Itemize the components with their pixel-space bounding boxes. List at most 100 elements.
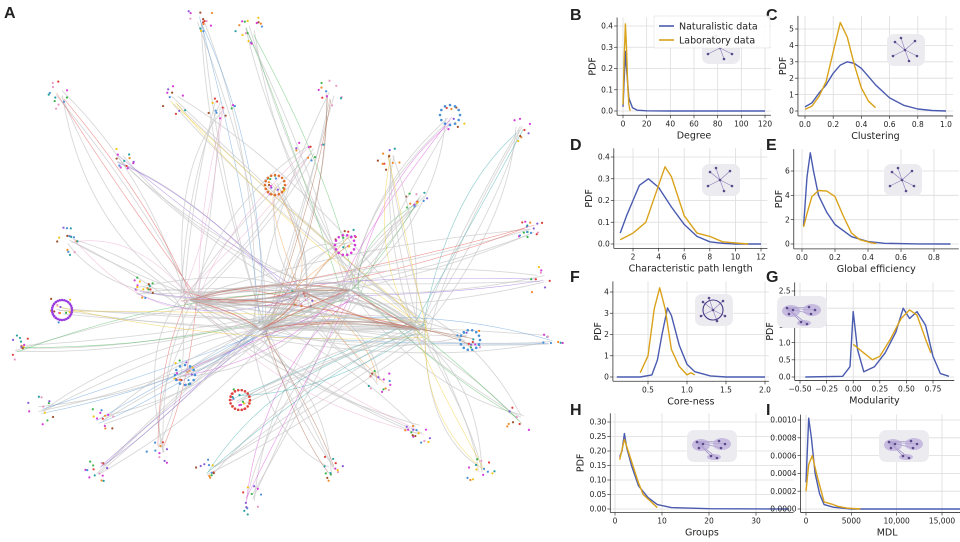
network-node: [311, 300, 313, 302]
network-node: [207, 459, 209, 461]
y-tick-label: 4: [604, 288, 609, 297]
network-node: [128, 153, 130, 155]
network-node: [264, 180, 267, 183]
network-node: [234, 30, 236, 32]
network-node: [62, 227, 64, 229]
network-node: [104, 425, 106, 427]
y-tick-label: 0.2: [601, 64, 613, 73]
network-node: [231, 405, 234, 408]
network-node: [73, 236, 75, 238]
network-node: [19, 337, 21, 339]
panel-label-g: G: [766, 269, 778, 286]
network-node: [225, 115, 227, 117]
network-node: [482, 474, 484, 476]
network-node: [66, 227, 68, 229]
network-node: [440, 119, 443, 122]
y-tick-label: 0: [785, 240, 790, 249]
network-node: [269, 178, 271, 180]
network-node: [341, 253, 344, 256]
network-node: [300, 303, 302, 305]
x-tick-label: 0.5: [642, 385, 654, 394]
modules-icon: [879, 430, 929, 462]
panel-label-e: E: [766, 137, 777, 154]
network-node: [67, 251, 69, 253]
network-node: [189, 12, 191, 14]
x-axis-label: Characteristic path length: [629, 263, 753, 274]
network-node: [154, 441, 156, 443]
network-node: [66, 235, 68, 237]
network-edge: [57, 93, 197, 297]
x-tick-label: 20: [642, 119, 652, 128]
network-node: [234, 390, 237, 393]
y-tick-label: 5: [789, 25, 794, 34]
network-node: [100, 409, 102, 411]
network-node: [142, 288, 144, 290]
network-node: [337, 236, 340, 239]
network-node: [184, 384, 187, 387]
network-node: [174, 374, 177, 377]
y-tick-label: 0.25: [590, 432, 607, 441]
network-node: [466, 477, 468, 479]
network-node: [328, 80, 330, 82]
network-node: [14, 358, 16, 360]
panel-label-d: D: [570, 137, 582, 154]
network-node: [194, 374, 197, 377]
x-tick-label: 0.2: [827, 120, 839, 129]
network-node: [469, 479, 471, 481]
network-node: [325, 90, 327, 92]
network-node: [231, 107, 233, 109]
network-node: [281, 177, 284, 180]
network-edge: [73, 239, 181, 307]
network-node: [208, 464, 210, 466]
network-node: [202, 18, 204, 20]
network-node: [135, 289, 137, 291]
network-node: [423, 192, 425, 194]
network-node: [342, 465, 344, 467]
network-visualization: [12, 10, 564, 515]
network-node: [342, 246, 344, 248]
network-node: [212, 102, 214, 104]
y-tick-label: 0.1: [598, 218, 610, 227]
x-tick-label: 0: [804, 517, 809, 526]
network-node: [350, 252, 353, 255]
network-node: [257, 488, 259, 490]
network-node: [162, 105, 164, 107]
network-node: [562, 342, 564, 344]
network-node: [472, 338, 474, 340]
network-node: [66, 89, 68, 91]
network-node: [479, 346, 481, 348]
network-node: [527, 132, 529, 134]
network-node: [526, 236, 528, 238]
x-tick-label: 0.25: [871, 384, 888, 393]
x-tick-label: 0.8: [912, 120, 924, 129]
network-node: [52, 82, 54, 84]
network-node: [429, 437, 431, 439]
network-node: [238, 24, 240, 26]
x-tick-label: 10: [731, 252, 741, 261]
network-node: [208, 475, 210, 477]
network-node: [154, 449, 156, 451]
network-node: [475, 468, 477, 470]
network-node: [388, 155, 390, 157]
network-node: [158, 452, 160, 454]
network-node: [23, 344, 25, 346]
network-node: [139, 280, 141, 282]
network-node: [347, 231, 349, 233]
y-axis-label: PDF: [765, 322, 776, 341]
x-tick-label: 8: [707, 252, 712, 261]
network-node: [404, 429, 406, 431]
network-node: [483, 468, 485, 470]
network-node: [42, 405, 44, 407]
network-node: [257, 17, 259, 19]
network-node: [278, 193, 281, 196]
y-axis-label: PDF: [587, 57, 598, 76]
network-node: [466, 329, 469, 332]
y-tick-label: 0.3: [601, 43, 613, 52]
network-node: [69, 254, 71, 256]
y-tick-label: 0.0008: [770, 434, 796, 443]
network-node: [58, 299, 61, 302]
network-node: [61, 319, 64, 322]
network-node: [474, 343, 476, 345]
network-node: [523, 129, 525, 131]
network-node: [106, 467, 108, 469]
